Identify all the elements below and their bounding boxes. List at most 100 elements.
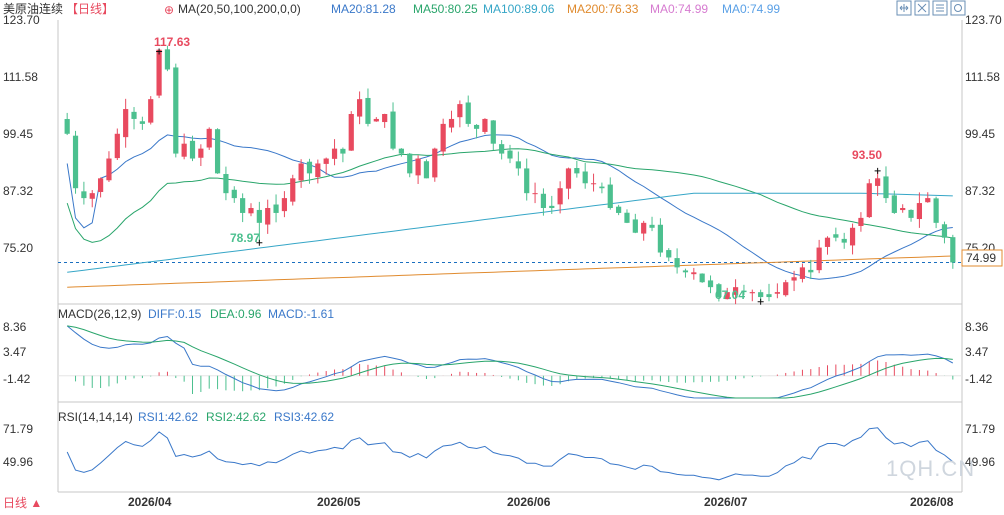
candle-body [298,163,304,181]
candle-body [549,205,555,208]
ma100-line [67,192,953,273]
candle-body [649,224,655,228]
candle-body [64,119,70,134]
candle-body [331,148,338,159]
candle-body [465,102,471,124]
candle-body [691,272,697,275]
candle-body [490,120,496,144]
rsi3-label: RSI3:42.62 [274,410,334,424]
candle-body [173,67,179,154]
rsi-panel [66,427,954,481]
candle-body [240,198,246,213]
candle-body [599,186,605,189]
crosshair-icon[interactable] [932,0,948,16]
price-tick-right-3: 87.32 [965,184,995,198]
candle-body [590,183,597,185]
extreme-marker [874,167,881,174]
candle-body [290,178,296,202]
candle-body [440,123,446,152]
candle-body [883,176,889,199]
candle-body [783,282,789,296]
candle-body [900,208,906,211]
price-tick-left-2: 99.45 [3,127,33,141]
candle-body [106,158,112,181]
macd-value-label: MACD:-1.61 [268,307,334,321]
candle-body [824,237,831,247]
ma20-label: MA20:81.28 [331,2,396,16]
price-tick-right-1: 111.58 [965,70,1000,84]
settings-icon[interactable] [950,0,966,16]
candle-body [799,267,806,279]
ma-title: MA(20,50,100,200,0,0) [178,2,301,16]
candle-body [198,148,204,158]
macd-diff-label: DIFF:0.15 [148,307,202,321]
price-tick-right-2: 99.45 [965,127,995,141]
candle-body [373,118,379,122]
candle-body [607,184,613,208]
candle-body [256,209,262,223]
macd-tick-left-2: -1.42 [3,372,31,386]
candle-body [340,148,346,154]
candle-body [156,49,162,96]
candle-body [624,212,630,223]
candle-body [281,198,288,212]
candle-body [407,153,413,174]
candle-body [565,168,572,189]
candle-body [423,161,430,179]
period-selector[interactable]: 日线 ▲ [3,496,42,510]
macd-tick-right-1: 3.47 [965,345,989,359]
ma100-label: MA100:89.06 [483,2,555,16]
price-tick-left-1: 111.58 [3,70,38,84]
period-badge[interactable]: 【日线】 [66,2,114,16]
candle-body [398,148,404,154]
ma0-label-a: MA0:74.99 [650,2,708,16]
rsi-tick-right-1: 49.96 [965,455,995,469]
candle-body [164,49,171,70]
candle-body [816,247,822,271]
close-box-icon[interactable] [914,0,930,16]
current-price-label: 74.99 [966,251,996,265]
candle-body [925,198,931,203]
candle-body [507,150,513,159]
candle-body [674,258,680,268]
candle-body [557,188,563,205]
candle-body [574,168,580,174]
fullscreen-icon[interactable] [896,0,912,16]
candle-body [657,224,663,253]
candle-body [123,109,129,138]
candle-body [139,121,145,124]
macd-panel [58,325,962,399]
candle-body [833,234,839,238]
candle-body [582,171,588,184]
rsi-tick-right-0: 71.79 [965,422,995,436]
candle-body [849,227,856,246]
candle-body [231,189,237,199]
candle-body [875,178,881,186]
candle-body [724,292,730,300]
candle-body [97,178,104,192]
candle-body [131,111,137,119]
settings-circle-icon[interactable]: ⊕ [164,3,174,17]
candle-body [841,238,847,243]
candle-body [323,158,329,164]
candle-body [315,163,321,178]
macd-title: MACD(26,12,9) [58,307,141,321]
candle-body [749,292,755,294]
macd-tick-left-1: 3.47 [3,345,27,359]
candle-body [248,208,254,214]
candle-body [950,237,956,263]
high-annotation-1: 117.63 [154,35,190,49]
ma200-line [67,255,953,288]
ma200-label: MA200:76.33 [567,2,639,16]
candle-body [223,174,229,194]
candle-body [766,294,772,298]
macd-tick-right-0: 8.36 [965,320,989,334]
candle-body [382,114,388,123]
candle-body [808,269,814,273]
ma0-label-b: MA0:74.99 [722,2,780,16]
candle-body [432,148,438,178]
candle-body [791,277,797,281]
candle-body [415,158,421,176]
candle-body [941,224,948,238]
